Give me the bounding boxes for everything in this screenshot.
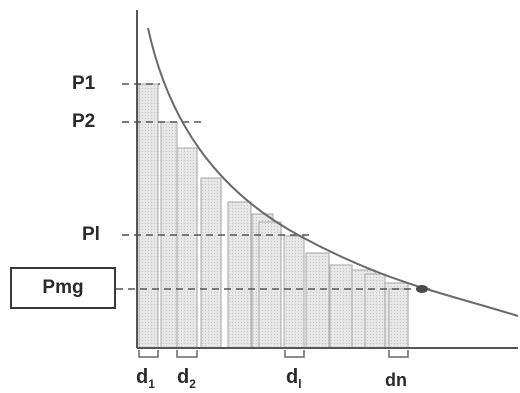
bar-4 (200, 177, 222, 349)
bar-5 (227, 201, 252, 349)
bracket-d1 (138, 350, 159, 358)
pmg-box: Pmg (10, 267, 116, 309)
label-p2: P2 (72, 111, 96, 132)
bars (138, 83, 409, 349)
bar-7 (258, 221, 282, 349)
label-pmg: Pmg (42, 277, 84, 298)
bar-3 (176, 147, 198, 349)
intersection-point (416, 285, 428, 293)
bar-8 (283, 235, 305, 349)
bar-1 (138, 83, 159, 349)
bar-10 (329, 264, 353, 349)
bracket-dl (284, 350, 305, 358)
bracket-d2 (176, 350, 198, 358)
bracket-dn (388, 350, 409, 358)
bar-14 (388, 288, 409, 349)
label-d1: d1 (136, 366, 155, 391)
bar-12 (364, 273, 386, 349)
bar-9 (305, 252, 330, 349)
label-pl: Pl (82, 224, 100, 245)
label-dn: dn (385, 370, 407, 390)
label-p1: P1 (72, 73, 96, 94)
label-dl: dl (286, 366, 302, 391)
demand-curve (147, 27, 519, 317)
label-d2: d2 (177, 366, 196, 391)
